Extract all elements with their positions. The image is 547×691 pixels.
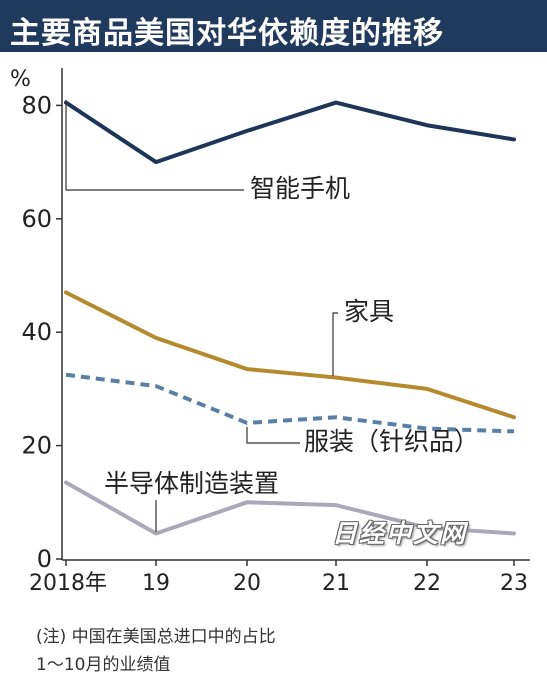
watermark: 日经中文网 bbox=[332, 519, 468, 548]
y-tick-label: 0 bbox=[37, 545, 52, 573]
footnote-line-2: 1～10月的业绩值 bbox=[36, 655, 171, 675]
series-semiconductor-equipment-line bbox=[64, 480, 516, 536]
label-furniture-leader bbox=[332, 312, 338, 376]
series-smartphone-line bbox=[64, 100, 516, 165]
y-tick-label: 60 bbox=[21, 205, 52, 233]
y-unit-label: % bbox=[10, 67, 31, 92]
chart-title: 主要商品美国对华依赖度的推移 bbox=[10, 16, 444, 51]
x-tick-label: 19 bbox=[142, 571, 170, 596]
x-tick-label: 23 bbox=[500, 571, 528, 596]
label-smartphone-leader bbox=[65, 100, 244, 191]
label-apparel-leader bbox=[246, 427, 300, 444]
x-tick-label: 22 bbox=[413, 571, 441, 596]
y-tick-label: 20 bbox=[21, 432, 52, 460]
label-smartphone: 智能手机 bbox=[250, 174, 350, 203]
label-apparel: 服装（针织品） bbox=[304, 427, 479, 456]
y-tick-label: 80 bbox=[21, 91, 52, 119]
x-tick-label: 21 bbox=[322, 571, 350, 596]
x-tick-label: 2018年 bbox=[29, 571, 107, 596]
label-semiconductor-equipment: 半导体制造装置 bbox=[104, 469, 279, 498]
title-bar: 主要商品美国对华依赖度的推移 bbox=[0, 0, 547, 52]
footnote-line-1: (注) 中国在美国总进口中的占比 bbox=[36, 627, 276, 647]
label-furniture: 家具 bbox=[344, 297, 394, 326]
series-furniture-line bbox=[64, 290, 516, 420]
x-tick-label: 20 bbox=[233, 571, 261, 596]
series-apparel-line bbox=[65, 372, 515, 434]
y-tick-label: 40 bbox=[21, 318, 52, 346]
